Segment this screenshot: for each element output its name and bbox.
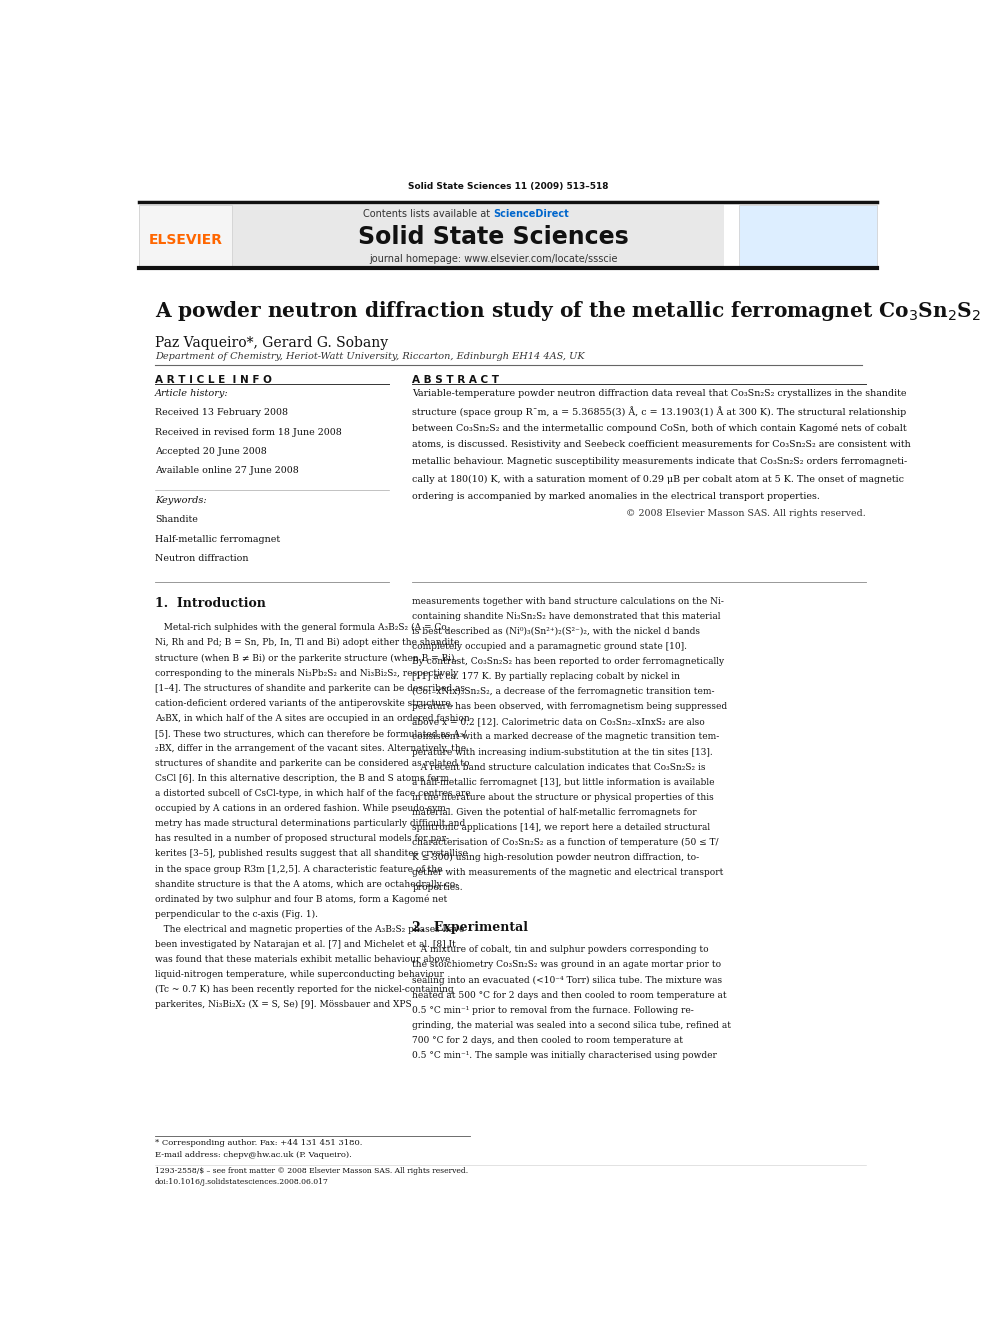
Text: shandite structure is that the A atoms, which are octahedrally co-: shandite structure is that the A atoms, … [155,880,458,889]
Text: K ≤ 300) using high-resolution powder neutron diffraction, to-: K ≤ 300) using high-resolution powder ne… [413,853,699,863]
Text: sealing into an evacuated (<10⁻⁴ Torr) silica tube. The mixture was: sealing into an evacuated (<10⁻⁴ Torr) s… [413,975,722,984]
Text: structure (space group R¯m, a = 5.36855(3) Å, c = 13.1903(1) Å at 300 K). The st: structure (space group R¯m, a = 5.36855(… [413,406,907,417]
Text: CsCl [6]. In this alternative description, the B and S atoms form: CsCl [6]. In this alternative descriptio… [155,774,448,783]
Text: characterisation of Co₃Sn₂S₂ as a function of temperature (50 ≤ T/: characterisation of Co₃Sn₂S₂ as a functi… [413,837,719,847]
Text: has resulted in a number of proposed structural models for par-: has resulted in a number of proposed str… [155,835,448,843]
Text: [11] at ca. 177 K. By partially replacing cobalt by nickel in: [11] at ca. 177 K. By partially replacin… [413,672,681,681]
Text: (Tc ~ 0.7 K) has been recently reported for the nickel-containing: (Tc ~ 0.7 K) has been recently reported … [155,986,453,995]
Text: Available online 27 June 2008: Available online 27 June 2008 [155,467,299,475]
Text: metallic behaviour. Magnetic susceptibility measurements indicate that Co₃Sn₂S₂ : metallic behaviour. Magnetic susceptibil… [413,458,908,467]
Text: The electrical and magnetic properties of the A₃B₂S₂ phases have: The electrical and magnetic properties o… [155,925,464,934]
Text: Contents lists available at: Contents lists available at [363,209,493,218]
FancyBboxPatch shape [139,205,724,266]
Text: perature has been observed, with ferromagnetism being suppressed: perature has been observed, with ferroma… [413,703,727,712]
Text: 1293-2558/$ – see front matter © 2008 Elsevier Masson SAS. All rights reserved.: 1293-2558/$ – see front matter © 2008 El… [155,1167,468,1175]
Text: atoms, is discussed. Resistivity and Seebeck coefficient measurements for Co₃Sn₂: atoms, is discussed. Resistivity and See… [413,441,911,450]
Text: completely occupied and a paramagnetic ground state [10].: completely occupied and a paramagnetic g… [413,642,687,651]
Text: is best described as (Ni⁰)₃(Sn²⁺)₂(S²⁻)₂, with the nickel d bands: is best described as (Ni⁰)₃(Sn²⁺)₂(S²⁻)₂… [413,627,700,636]
Text: ₂BX, differ in the arrangement of the vacant sites. Alternatively, the: ₂BX, differ in the arrangement of the va… [155,744,466,753]
FancyBboxPatch shape [139,205,231,266]
Text: heated at 500 °C for 2 days and then cooled to room temperature at: heated at 500 °C for 2 days and then coo… [413,991,727,1000]
Text: the stoichiometry Co₃Sn₂S₂ was ground in an agate mortar prior to: the stoichiometry Co₃Sn₂S₂ was ground in… [413,960,721,970]
Text: * Corresponding author. Fax: +44 131 451 3180.: * Corresponding author. Fax: +44 131 451… [155,1139,362,1147]
Text: in the literature about the structure or physical properties of this: in the literature about the structure or… [413,792,714,802]
Text: Metal-rich sulphides with the general formula A₃B₂S₂ (A = Co,: Metal-rich sulphides with the general fo… [155,623,449,632]
Text: Neutron diffraction: Neutron diffraction [155,554,248,564]
Text: occupied by A cations in an ordered fashion. While pseudo-sym-: occupied by A cations in an ordered fash… [155,804,448,814]
Text: cation-deficient ordered variants of the antiperovskite structure,: cation-deficient ordered variants of the… [155,699,453,708]
Text: Received 13 February 2008: Received 13 February 2008 [155,409,288,417]
Text: kerites [3–5], published results suggest that all shandites crystallise: kerites [3–5], published results suggest… [155,849,467,859]
Text: A powder neutron diffraction study of the metallic ferromagnet Co$_3$Sn$_2$S$_2$: A powder neutron diffraction study of th… [155,299,981,323]
Text: grinding, the material was sealed into a second silica tube, refined at: grinding, the material was sealed into a… [413,1021,731,1029]
Text: above x = 0.2 [12]. Calorimetric data on Co₃Sn₂₋xInxS₂ are also: above x = 0.2 [12]. Calorimetric data on… [413,717,705,726]
Text: perature with increasing indium-substitution at the tin sites [13].: perature with increasing indium-substitu… [413,747,713,757]
Text: parkerites, Ni₃Bi₂X₂ (X = S, Se) [9]. Mössbauer and XPS: parkerites, Ni₃Bi₂X₂ (X = S, Se) [9]. Mö… [155,1000,412,1009]
Text: journal homepage: www.elsevier.com/locate/ssscie: journal homepage: www.elsevier.com/locat… [369,254,617,263]
Text: ordinated by two sulphur and four B atoms, form a Kagomé net: ordinated by two sulphur and four B atom… [155,894,447,904]
Text: Received in revised form 18 June 2008: Received in revised form 18 June 2008 [155,427,341,437]
Text: E-mail address: chepv@hw.ac.uk (P. Vaqueiro).: E-mail address: chepv@hw.ac.uk (P. Vaque… [155,1151,351,1159]
Text: Half-metallic ferromagnet: Half-metallic ferromagnet [155,534,280,544]
Text: (Co₁₋xNix)₃Sn₂S₂, a decrease of the ferromagnetic transition tem-: (Co₁₋xNix)₃Sn₂S₂, a decrease of the ferr… [413,687,715,696]
Text: perpendicular to the c-axis (Fig. 1).: perpendicular to the c-axis (Fig. 1). [155,910,317,919]
Text: ELSEVIER: ELSEVIER [149,233,222,247]
Text: metry has made structural determinations particularly difficult and: metry has made structural determinations… [155,819,465,828]
Text: © 2008 Elsevier Masson SAS. All rights reserved.: © 2008 Elsevier Masson SAS. All rights r… [626,509,866,517]
Text: A₃BX, in which half of the A sites are occupied in an ordered fashion: A₃BX, in which half of the A sites are o… [155,713,469,722]
Text: Solid State Sciences: Solid State Sciences [358,225,628,249]
Text: properties.: properties. [413,884,463,892]
Text: liquid-nitrogen temperature, while superconducting behaviour: liquid-nitrogen temperature, while super… [155,970,443,979]
Text: Article history:: Article history: [155,389,228,398]
Text: a half-metallic ferromagnet [13], but little information is available: a half-metallic ferromagnet [13], but li… [413,778,715,787]
Text: Ni, Rh and Pd; B = Sn, Pb, In, Tl and Bi) adopt either the shandite: Ni, Rh and Pd; B = Sn, Pb, In, Tl and Bi… [155,639,459,647]
Text: gether with measurements of the magnetic and electrical transport: gether with measurements of the magnetic… [413,868,724,877]
Text: A B S T R A C T: A B S T R A C T [413,374,499,385]
Text: Keywords:: Keywords: [155,496,206,505]
Text: 0.5 °C min⁻¹ prior to removal from the furnace. Following re-: 0.5 °C min⁻¹ prior to removal from the f… [413,1005,694,1015]
Text: doi:10.1016/j.solidstatesciences.2008.06.017: doi:10.1016/j.solidstatesciences.2008.06… [155,1179,328,1187]
Text: cally at 180(10) K, with a saturation moment of 0.29 μB per cobalt atom at 5 K. : cally at 180(10) K, with a saturation mo… [413,475,905,484]
Text: 0.5 °C min⁻¹. The sample was initially characterised using powder: 0.5 °C min⁻¹. The sample was initially c… [413,1050,717,1060]
Text: corresponding to the minerals Ni₃Pb₂S₂ and Ni₃Bi₂S₂, respectively: corresponding to the minerals Ni₃Pb₂S₂ a… [155,668,458,677]
FancyBboxPatch shape [739,205,878,266]
Text: Department of Chemistry, Heriot-Watt University, Riccarton, Edinburgh EH14 4AS, : Department of Chemistry, Heriot-Watt Uni… [155,352,584,361]
Text: A recent band structure calculation indicates that Co₃Sn₂S₂ is: A recent band structure calculation indi… [413,762,705,771]
Text: been investigated by Natarajan et al. [7] and Michelet et al. [8] It: been investigated by Natarajan et al. [7… [155,939,455,949]
Text: in the space group R3m [1,2,5]. A characteristic feature of the: in the space group R3m [1,2,5]. A charac… [155,864,442,873]
Text: [5]. These two structures, which can therefore be formulated as A₃/: [5]. These two structures, which can the… [155,729,466,738]
Text: 1.  Introduction: 1. Introduction [155,597,266,610]
Text: was found that these materials exhibit metallic behaviour above: was found that these materials exhibit m… [155,955,450,964]
Text: 700 °C for 2 days, and then cooled to room temperature at: 700 °C for 2 days, and then cooled to ro… [413,1036,683,1045]
Text: [1–4]. The structures of shandite and parkerite can be described as: [1–4]. The structures of shandite and pa… [155,684,464,693]
Text: a distorted subcell of CsCl-type, in which half of the face centres are: a distorted subcell of CsCl-type, in whi… [155,789,470,798]
Text: A mixture of cobalt, tin and sulphur powders corresponding to: A mixture of cobalt, tin and sulphur pow… [413,946,709,954]
Text: Shandite: Shandite [155,515,197,524]
Text: Variable-temperature powder neutron diffraction data reveal that Co₃Sn₂S₂ crysta: Variable-temperature powder neutron diff… [413,389,907,398]
Text: measurements together with band structure calculations on the Ni-: measurements together with band structur… [413,597,724,606]
Text: containing shandite Ni₃Sn₂S₂ have demonstrated that this material: containing shandite Ni₃Sn₂S₂ have demons… [413,611,721,620]
Text: spintronic applications [14], we report here a detailed structural: spintronic applications [14], we report … [413,823,710,832]
Text: Paz Vaqueiro*, Gerard G. Sobany: Paz Vaqueiro*, Gerard G. Sobany [155,336,388,351]
Text: material. Given the potential of half-metallic ferromagnets for: material. Given the potential of half-me… [413,808,697,816]
Text: structures of shandite and parkerite can be considered as related to: structures of shandite and parkerite can… [155,759,469,767]
Text: 2.  Experimental: 2. Experimental [413,921,529,934]
Text: A R T I C L E  I N F O: A R T I C L E I N F O [155,374,272,385]
Text: ScienceDirect: ScienceDirect [493,209,568,218]
Text: consistent with a marked decrease of the magnetic transition tem-: consistent with a marked decrease of the… [413,733,719,741]
Text: Solid State Sciences 11 (2009) 513–518: Solid State Sciences 11 (2009) 513–518 [408,183,609,192]
Text: ordering is accompanied by marked anomalies in the electrical transport properti: ordering is accompanied by marked anomal… [413,492,820,500]
Text: structure (when B ≠ Bi) or the parkerite structure (when B = Bi),: structure (when B ≠ Bi) or the parkerite… [155,654,457,663]
Text: By contrast, Co₃Sn₂S₂ has been reported to order ferromagnetically: By contrast, Co₃Sn₂S₂ has been reported … [413,658,724,665]
Text: between Co₃Sn₂S₂ and the intermetallic compound CoSn, both of which contain Kago: between Co₃Sn₂S₂ and the intermetallic c… [413,423,907,433]
Text: Accepted 20 June 2008: Accepted 20 June 2008 [155,447,267,456]
